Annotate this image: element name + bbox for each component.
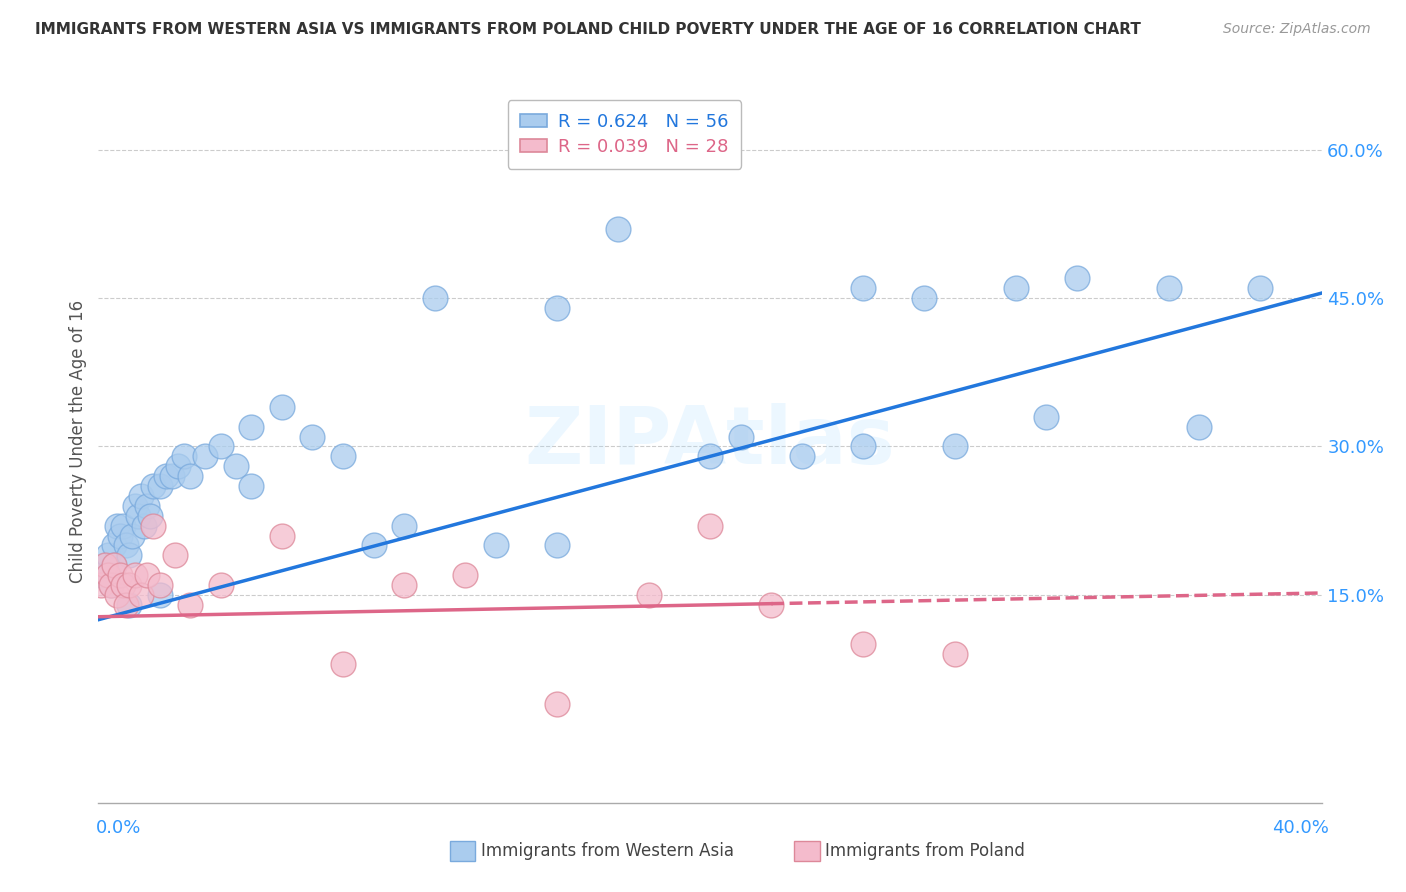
Text: Source: ZipAtlas.com: Source: ZipAtlas.com	[1223, 22, 1371, 37]
Point	[392, 518, 416, 533]
Point	[607, 221, 630, 235]
Point	[485, 539, 508, 553]
Point	[108, 528, 131, 542]
Point	[179, 598, 201, 612]
Point	[97, 568, 120, 582]
Point	[332, 450, 354, 464]
Point	[129, 489, 152, 503]
Point	[1157, 281, 1180, 295]
Point	[160, 469, 183, 483]
Point	[363, 539, 385, 553]
Point	[121, 528, 143, 542]
Point	[100, 578, 122, 592]
Point	[103, 539, 125, 553]
Point	[108, 568, 131, 582]
Point	[392, 578, 416, 592]
Text: Immigrants from Western Asia: Immigrants from Western Asia	[481, 842, 734, 860]
Point	[790, 450, 813, 464]
Point	[129, 588, 152, 602]
Point	[1188, 419, 1211, 434]
Point	[124, 499, 146, 513]
Point	[423, 291, 446, 305]
Y-axis label: Child Poverty Under the Age of 16: Child Poverty Under the Age of 16	[69, 300, 87, 583]
Point	[103, 558, 125, 573]
Point	[134, 518, 156, 533]
Point	[163, 549, 186, 563]
Point	[1066, 271, 1088, 285]
Point	[149, 578, 172, 592]
Point	[111, 518, 134, 533]
Point	[730, 429, 752, 443]
Point	[115, 539, 138, 553]
Point	[97, 568, 120, 582]
Point	[124, 568, 146, 582]
Point	[105, 588, 128, 602]
Point	[127, 508, 149, 523]
Point	[759, 598, 782, 612]
Point	[209, 440, 232, 454]
Point	[142, 518, 165, 533]
Text: 40.0%: 40.0%	[1272, 819, 1329, 837]
Point	[943, 648, 966, 662]
Text: 0.0%: 0.0%	[96, 819, 141, 837]
Point	[100, 578, 122, 592]
Point	[136, 568, 159, 582]
Text: ZIPAtlas: ZIPAtlas	[524, 402, 896, 481]
Point	[115, 598, 138, 612]
Point	[90, 568, 112, 582]
Point	[454, 568, 477, 582]
Point	[209, 578, 232, 592]
Point	[637, 588, 661, 602]
Point	[546, 697, 568, 711]
Point	[179, 469, 201, 483]
Point	[139, 508, 162, 523]
Point	[136, 499, 159, 513]
Point	[852, 637, 875, 651]
Point	[149, 588, 172, 602]
Point	[225, 459, 247, 474]
Point	[699, 518, 721, 533]
Point	[118, 598, 141, 612]
Point	[90, 578, 112, 592]
Point	[142, 479, 165, 493]
Legend: R = 0.624   N = 56, R = 0.039   N = 28: R = 0.624 N = 56, R = 0.039 N = 28	[508, 100, 741, 169]
Point	[240, 419, 263, 434]
Point	[270, 400, 292, 414]
Point	[103, 558, 125, 573]
Point	[167, 459, 190, 474]
Point	[240, 479, 263, 493]
Point	[1249, 281, 1271, 295]
Point	[852, 440, 875, 454]
Point	[546, 539, 568, 553]
Point	[1004, 281, 1026, 295]
Point	[194, 450, 217, 464]
Point	[97, 549, 120, 563]
Point	[301, 429, 323, 443]
Point	[105, 518, 128, 533]
Point	[173, 450, 195, 464]
Point	[852, 281, 875, 295]
Point	[93, 558, 115, 573]
Point	[93, 558, 115, 573]
Point	[943, 440, 966, 454]
Point	[1035, 409, 1057, 424]
Point	[118, 578, 141, 592]
Point	[546, 301, 568, 315]
Point	[912, 291, 935, 305]
Text: IMMIGRANTS FROM WESTERN ASIA VS IMMIGRANTS FROM POLAND CHILD POVERTY UNDER THE A: IMMIGRANTS FROM WESTERN ASIA VS IMMIGRAN…	[35, 22, 1142, 37]
Point	[111, 578, 134, 592]
Point	[332, 657, 354, 672]
Point	[155, 469, 177, 483]
Text: Immigrants from Poland: Immigrants from Poland	[825, 842, 1025, 860]
Point	[270, 528, 292, 542]
Point	[699, 450, 721, 464]
Point	[118, 549, 141, 563]
Point	[149, 479, 172, 493]
